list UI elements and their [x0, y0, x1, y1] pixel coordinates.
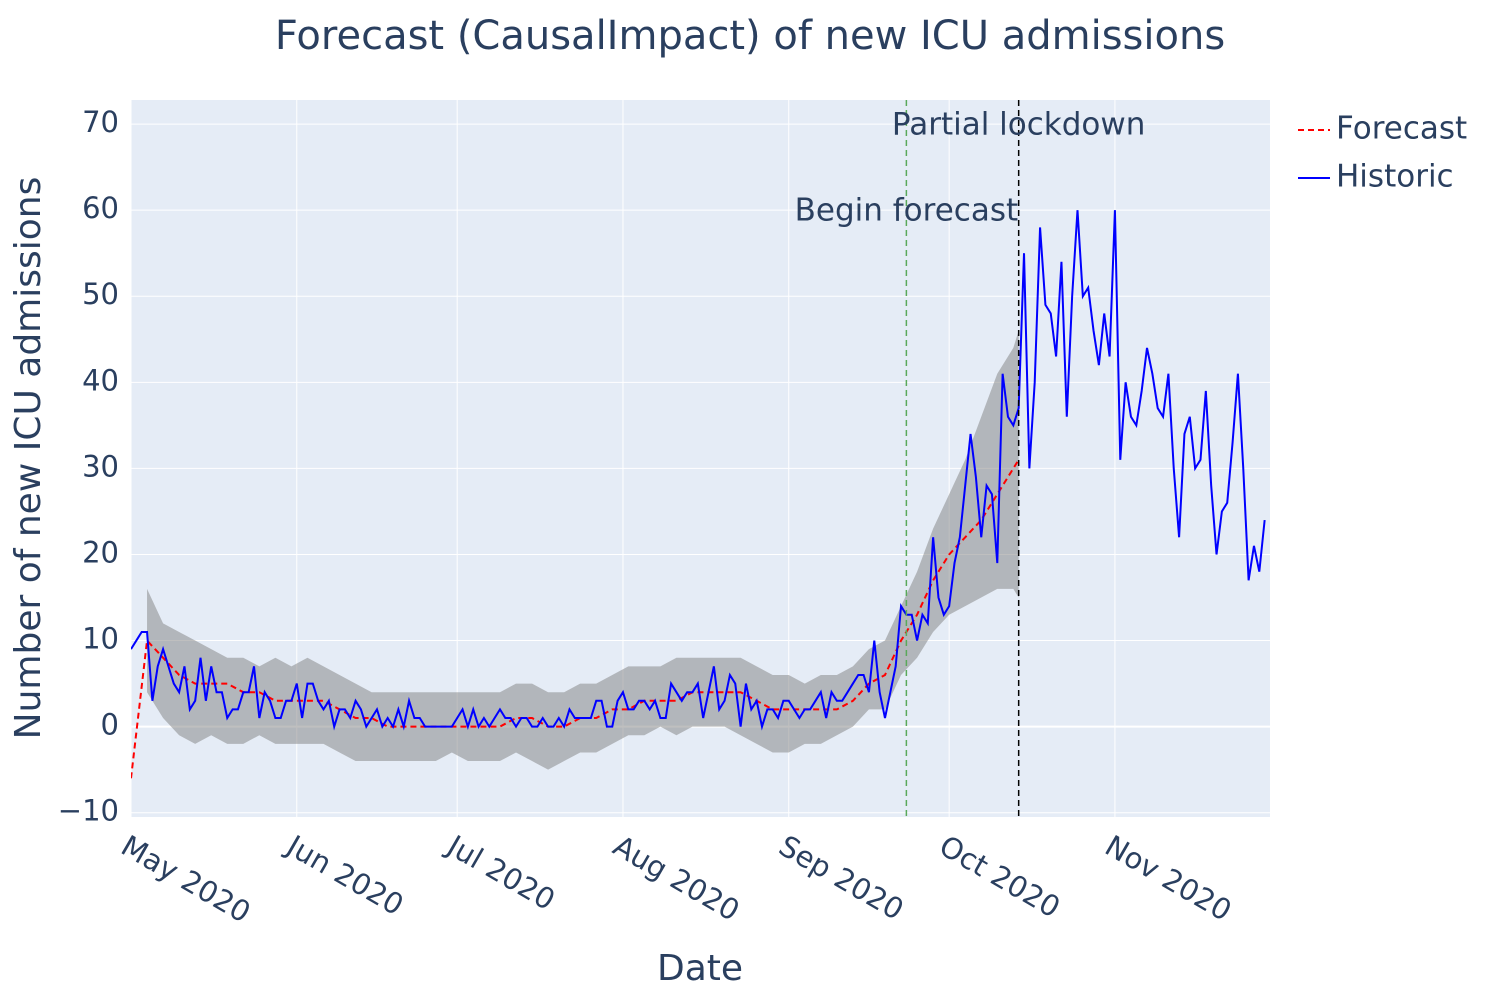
y-tick-label: 20	[82, 535, 119, 569]
event-label: Partial lockdown	[892, 107, 1146, 143]
y-tick-label: 60	[82, 191, 119, 225]
x-tick-label: Jul 2020	[440, 828, 561, 917]
legend-label: Historic	[1336, 159, 1454, 195]
y-tick-label: 10	[82, 622, 119, 656]
chart-title: Forecast (CausalImpact) of new ICU admis…	[275, 13, 1225, 59]
x-tick-label: Aug 2020	[607, 829, 745, 928]
x-tick-label: Nov 2020	[1099, 829, 1237, 928]
x-axis-title: Date	[657, 948, 743, 989]
y-tick-label: 70	[82, 105, 119, 139]
x-tick-label: Oct 2020	[934, 829, 1066, 925]
y-tick-label: −10	[58, 794, 119, 828]
x-tick-label: Jun 2020	[280, 828, 410, 923]
event-label: Begin forecast	[795, 193, 1019, 229]
y-tick-label: 30	[82, 449, 119, 483]
legend-label: Forecast	[1336, 111, 1467, 147]
confidence-band	[147, 330, 1019, 770]
x-tick-label: May 2020	[116, 829, 257, 930]
y-tick-label: 50	[82, 277, 119, 311]
series-line	[131, 210, 1266, 731]
y-tick-label: 0	[101, 708, 119, 742]
x-tick-label: Sep 2020	[773, 829, 909, 927]
y-axis-title: Number of new ICU admissions	[8, 177, 49, 740]
series-line	[131, 459, 1020, 779]
plot-layer	[131, 210, 1266, 779]
y-tick-label: 40	[82, 363, 119, 397]
